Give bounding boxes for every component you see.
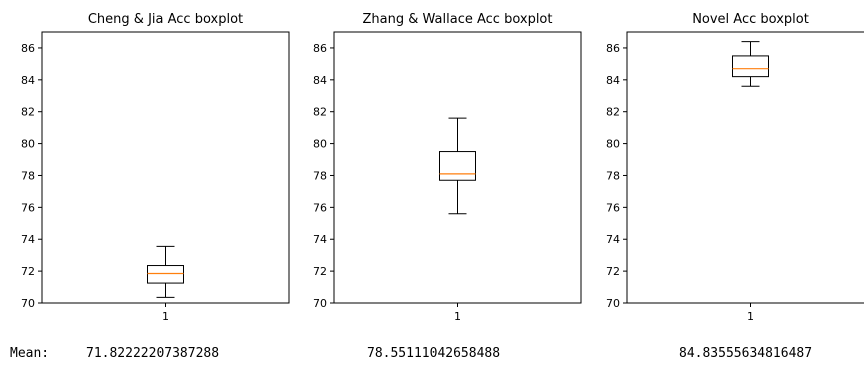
y-tick-label: 82	[606, 106, 620, 119]
y-tick-label: 86	[606, 42, 620, 55]
axes-frame	[626, 31, 864, 304]
iqr-box	[439, 151, 476, 181]
y-tick-label: 72	[21, 265, 35, 278]
chart-panel-1: Zhang & Wallace Acc boxplot 70 72 74 76 78 80 8…	[313, 12, 582, 323]
chart-title: Cheng & Jia Acc boxplot	[88, 12, 243, 27]
x-tick-label: 1	[162, 310, 169, 323]
mean-value-zhang-wallace: 78.55111042658488	[367, 346, 501, 361]
iqr-box	[147, 265, 184, 284]
axes-frame	[41, 31, 290, 304]
y-tick-label: 72	[606, 265, 620, 278]
y-tick-label: 74	[21, 233, 35, 246]
chart-title: Zhang & Wallace Acc boxplot	[363, 12, 553, 27]
y-tick-label: 70	[606, 297, 620, 310]
y-tick-label: 84	[21, 74, 35, 87]
x-tick-label: 1	[454, 310, 461, 323]
y-tick-label: 76	[606, 201, 620, 214]
mean-output-row: Mean: 71.82222207387288 78.5511104265848…	[0, 346, 864, 366]
iqr-box	[732, 55, 769, 78]
x-tick-label: 1	[747, 310, 754, 323]
y-tick-label: 86	[313, 42, 327, 55]
mean-value-novel: 84.83555634816487	[679, 346, 813, 361]
y-tick-label: 80	[606, 138, 620, 151]
chart-panel-0: Cheng & Jia Acc boxplot 70 72 74 76 78 80 82 84 8…	[21, 12, 290, 323]
chart-title: Novel Acc boxplot	[692, 12, 809, 27]
y-tick-label: 86	[21, 42, 35, 55]
y-tick-label: 70	[21, 297, 35, 310]
y-tick-label: 82	[21, 106, 35, 119]
mean-label: Mean:	[10, 346, 50, 361]
y-tick-label: 78	[21, 169, 35, 182]
y-tick-label: 76	[21, 201, 35, 214]
y-tick-label: 72	[313, 265, 327, 278]
y-tick-label: 84	[606, 74, 620, 87]
y-tick-label: 70	[313, 297, 327, 310]
mean-value-cheng-jia: 71.82222207387288	[86, 346, 220, 361]
y-tick-label: 74	[606, 233, 620, 246]
chart-panel-2: Novel Acc boxplot 70 72 74 76 78 80 82 84 86 1	[606, 12, 864, 323]
y-tick-label: 78	[606, 169, 620, 182]
axes-frame	[333, 31, 582, 304]
y-tick-label: 74	[313, 233, 327, 246]
y-tick-label: 84	[313, 74, 327, 87]
y-tick-label: 80	[21, 138, 35, 151]
y-tick-label: 78	[313, 169, 327, 182]
y-tick-label: 80	[313, 138, 327, 151]
y-tick-label: 82	[313, 106, 327, 119]
y-tick-label: 76	[313, 201, 327, 214]
